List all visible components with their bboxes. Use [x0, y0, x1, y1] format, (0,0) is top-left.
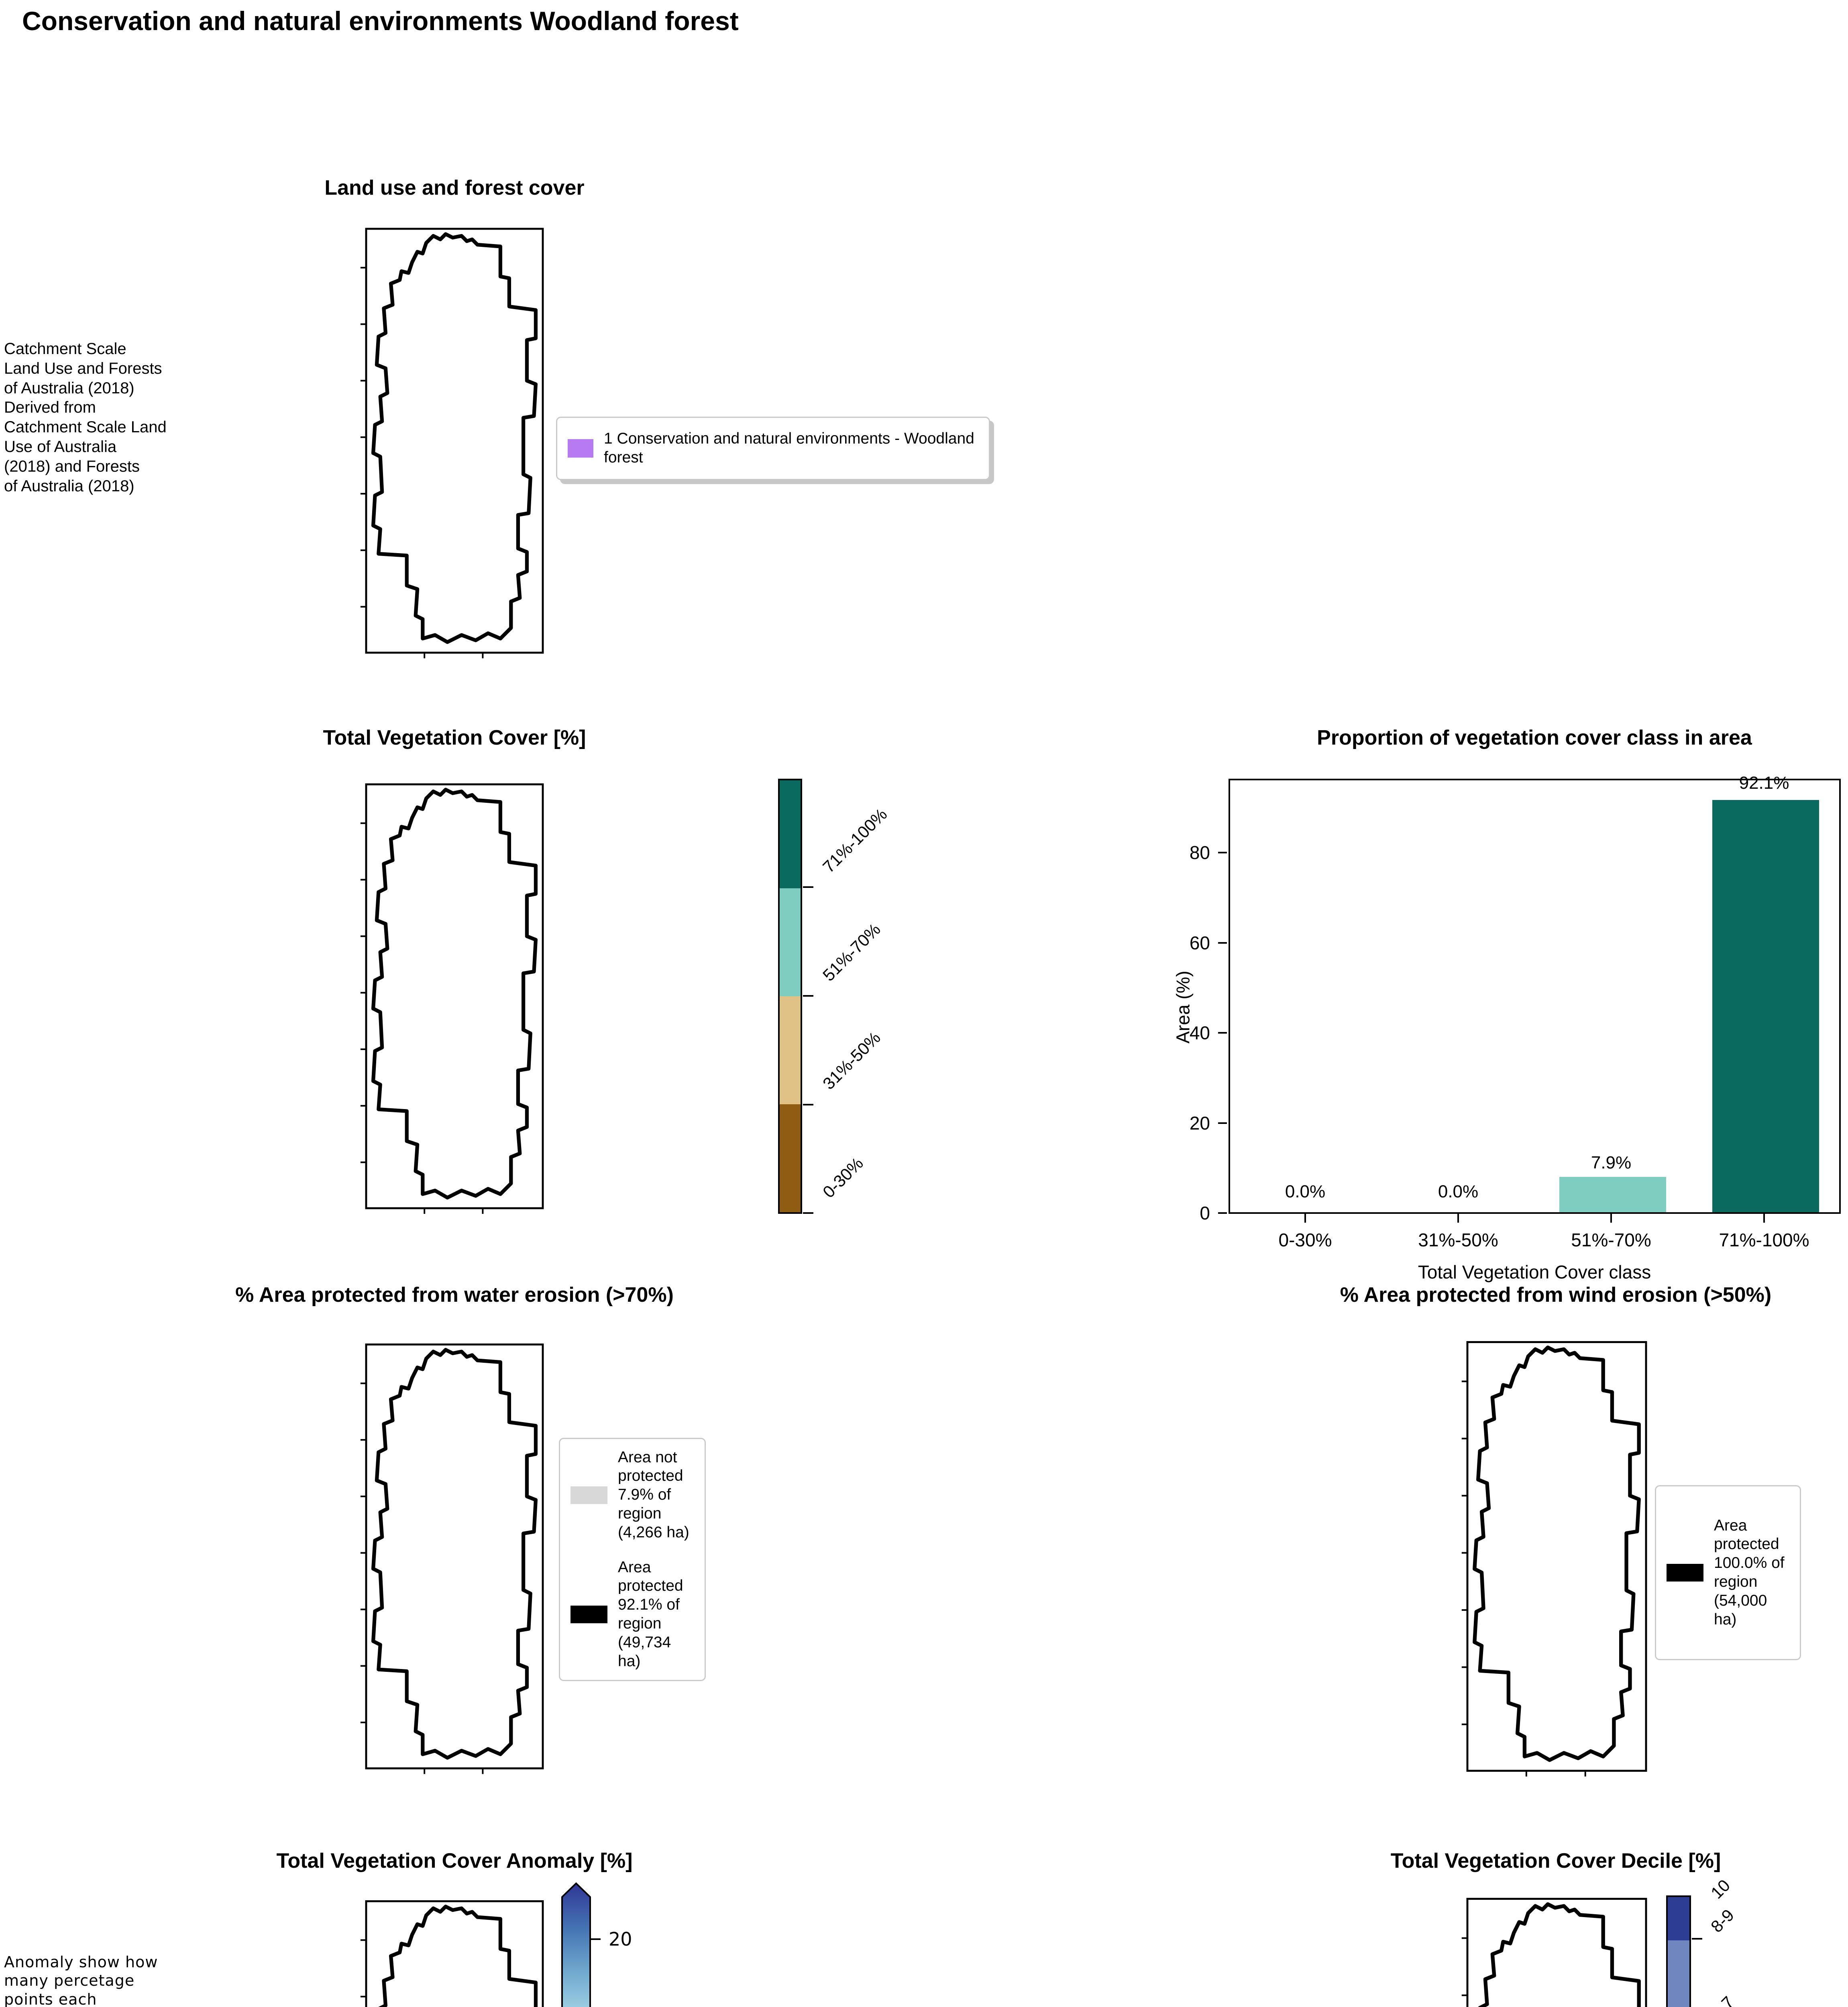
- anomaly-note: Anomaly show how many percetage points e…: [4, 1953, 158, 2007]
- ytick-40: 40: [1189, 1022, 1210, 1043]
- vegcover-map: [366, 779, 543, 1214]
- vegcover-cb-seg-31-50: [780, 996, 801, 1104]
- wind-legend-label-protected: Area protected 100.0% of region (54,000 …: [1714, 1516, 1785, 1628]
- x-axis-label: Total Vegetation Cover class: [1418, 1262, 1651, 1282]
- decile-map: [1467, 1895, 1646, 2007]
- landuse-title: Land use and forest cover: [324, 176, 585, 199]
- ytick-60: 60: [1189, 932, 1210, 953]
- xtick-51-70: 51%-70%: [1571, 1229, 1651, 1250]
- y-axis-label: Area (%): [1172, 971, 1194, 1044]
- ytick-0: 0: [1200, 1203, 1210, 1223]
- anomaly-title: Total Vegetation Cover Anomaly [%]: [276, 1849, 633, 1873]
- barchart-axes: [1229, 779, 1841, 1214]
- water-legend-swatch-protected: [570, 1605, 607, 1623]
- ytick-20: 20: [1189, 1113, 1210, 1134]
- landuse-legend: 1 Conservation and natural environments …: [556, 417, 990, 480]
- vegcover-colorbar: [778, 779, 802, 1214]
- decile-cb-label-4-7: 4-7: [1707, 1993, 1738, 2007]
- decile-cb-seg-10: [1668, 1897, 1689, 1940]
- vegcover-title: Total Vegetation Cover [%]: [323, 726, 586, 749]
- xtick-31-50: 31%-50%: [1418, 1229, 1498, 1250]
- barchart-title: Proportion of vegetation cover class in …: [1317, 726, 1752, 749]
- decile-cb-label-8-9: 8-9: [1707, 1905, 1738, 1936]
- bar-51-70: [1559, 1177, 1666, 1212]
- xtick-0-30: 0-30%: [1278, 1229, 1332, 1250]
- bar-value-3: 92.1%: [1739, 773, 1789, 793]
- decile-cb-label-10: 10: [1707, 1875, 1734, 1903]
- anomaly-tick-20: 20: [609, 1928, 632, 1950]
- decile-colorbar: [1666, 1895, 1691, 2007]
- water-legend-label-notprotected: Area not protected 7.9% of region (4,266…: [618, 1448, 689, 1541]
- xtick-71-100: 71%-100%: [1719, 1229, 1809, 1250]
- bar-71-100: [1712, 800, 1819, 1212]
- anomaly-map: [366, 1895, 543, 2007]
- bar-value-0: 0.0%: [1285, 1182, 1326, 1201]
- wind-legend: Area protected 100.0% of region (54,000 …: [1655, 1485, 1801, 1660]
- bar-value-1: 0.0%: [1438, 1182, 1479, 1201]
- water-legend-label-protected: Area protected 92.1% of region (49,734 h…: [618, 1558, 683, 1670]
- decile-cb-seg-8-9: [1668, 1940, 1689, 2007]
- water-title: % Area protected from water erosion (>70…: [235, 1283, 674, 1307]
- decile-title: Total Vegetation Cover Decile [%]: [1390, 1849, 1721, 1873]
- vegcover-cb-label-71-100: 71%-100%: [819, 804, 891, 877]
- bar-value-2: 7.9%: [1591, 1153, 1632, 1172]
- wind-title: % Area protected from wind erosion (>50%…: [1340, 1283, 1772, 1307]
- wind-legend-swatch-protected: [1667, 1564, 1703, 1582]
- landuse-map: [366, 228, 543, 653]
- vegcover-cb-label-31-50: 31%-50%: [819, 1028, 884, 1093]
- vegcover-cb-label-51-70: 51%-70%: [819, 920, 884, 985]
- anomaly-colorbar: [561, 1882, 601, 2007]
- water-map: [366, 1339, 543, 1774]
- page-title: Conservation and natural environments Wo…: [22, 6, 739, 36]
- vegcover-cb-label-0-30: 0-30%: [819, 1154, 867, 1202]
- wind-map: [1467, 1339, 1646, 1774]
- landuse-legend-label: 1 Conservation and natural environments …: [604, 430, 974, 466]
- landuse-note: Catchment Scale Land Use and Forests of …: [4, 340, 167, 495]
- landuse-legend-swatch: [568, 439, 593, 458]
- water-legend-swatch-notprotected: [570, 1486, 607, 1504]
- vegcover-cb-seg-71-100: [780, 780, 801, 888]
- ytick-80: 80: [1189, 842, 1210, 863]
- water-legend: Area not protected 7.9% of region (4,266…: [559, 1438, 706, 1681]
- vegcover-cb-seg-0-30: [780, 1104, 801, 1212]
- vegcover-cb-seg-51-70: [780, 888, 801, 996]
